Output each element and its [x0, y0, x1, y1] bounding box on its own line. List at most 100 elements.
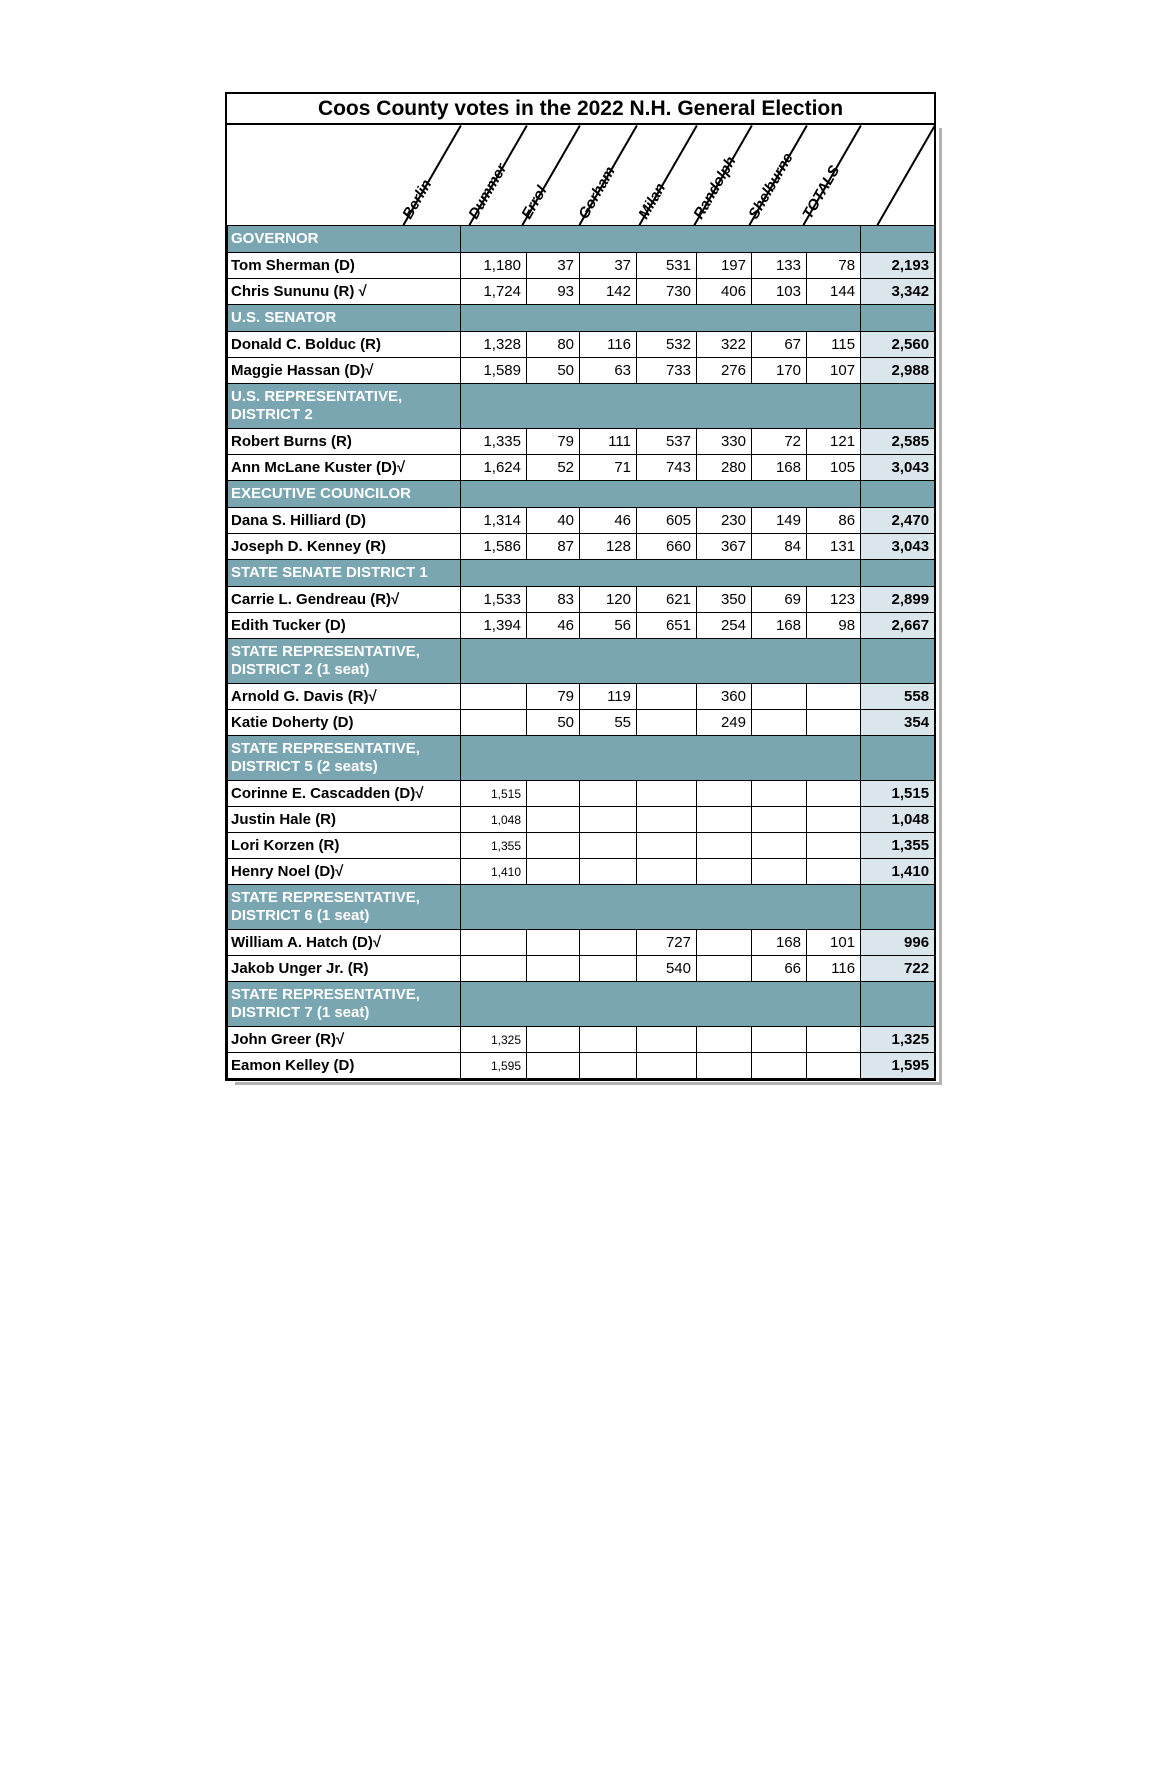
section-header-label: STATE SENATE DISTRICT 1: [227, 559, 461, 587]
vote-cell-dummer: [526, 1026, 580, 1053]
vote-cell-berlin: 1,595: [460, 1052, 527, 1079]
vote-cell-randolph: 72: [751, 428, 807, 455]
section-header-totals-filler: [860, 638, 936, 684]
vote-cell-gorham: 727: [636, 929, 697, 956]
vote-cell-berlin: 1,586: [460, 533, 527, 560]
section-header-row: U.S. REPRESENTATIVE, DISTRICT 2: [227, 383, 936, 429]
column-header-randolph: Randolph: [690, 153, 740, 222]
vote-cell-berlin: 1,394: [460, 612, 527, 639]
column-header-totals: TOTALS: [799, 162, 844, 222]
vote-cell-errol: [579, 858, 637, 885]
vote-cell-dummer: 80: [526, 331, 580, 358]
section-header-label: STATE REPRESENTATIVE, DISTRICT 6 (1 seat…: [227, 884, 461, 930]
total-cell: 2,193: [860, 252, 936, 279]
vote-cell-berlin: [460, 683, 527, 710]
vote-cell-shelburne: 107: [805, 357, 862, 384]
total-cell: 1,355: [860, 832, 936, 859]
section-header-filler: [459, 480, 862, 508]
vote-cell-shelburne: [805, 1052, 862, 1079]
candidate-name-cell: Tom Sherman (D): [227, 252, 461, 279]
table-row: William A. Hatch (D)√ 727 168 101 996: [227, 929, 936, 956]
candidate-name-cell: William A. Hatch (D)√: [227, 929, 461, 956]
vote-cell-dummer: 50: [526, 709, 580, 736]
vote-cell-shelburne: [805, 806, 862, 833]
vote-cell-gorham: 537: [636, 428, 697, 455]
vote-cell-randolph: 84: [751, 533, 807, 560]
vote-cell-berlin: 1,724: [460, 278, 527, 305]
candidate-name-cell: Ann McLane Kuster (D)√: [227, 454, 461, 481]
total-cell: 996: [860, 929, 936, 956]
column-header-gorham: Gorham: [575, 163, 619, 222]
vote-cell-shelburne: 121: [805, 428, 862, 455]
table-row: Joseph D. Kenney (R) 1,586 87 128 660 367 84 13…: [227, 533, 936, 560]
total-cell: 2,585: [860, 428, 936, 455]
vote-cell-shelburne: [805, 832, 862, 859]
vote-cell-gorham: 660: [636, 533, 697, 560]
vote-cell-dummer: [526, 929, 580, 956]
candidate-name-cell: Justin Hale (R): [227, 806, 461, 833]
total-cell: 2,899: [860, 586, 936, 613]
candidate-name-cell: Carrie L. Gendreau (R)√: [227, 586, 461, 613]
vote-cell-errol: [579, 929, 637, 956]
vote-cell-berlin: 1,335: [460, 428, 527, 455]
section-header-totals-filler: [860, 304, 936, 332]
vote-cell-shelburne: [805, 780, 862, 807]
vote-cell-dummer: 52: [526, 454, 580, 481]
section-header-label: U.S. REPRESENTATIVE, DISTRICT 2: [227, 383, 461, 429]
section-header-filler: [459, 735, 862, 781]
vote-cell-shelburne: 131: [805, 533, 862, 560]
vote-cell-gorham: 605: [636, 507, 697, 534]
total-cell: 2,470: [860, 507, 936, 534]
vote-cell-dummer: [526, 806, 580, 833]
vote-cell-errol: 142: [579, 278, 637, 305]
vote-cell-errol: 116: [579, 331, 637, 358]
vote-cell-shelburne: [805, 858, 862, 885]
header-diagonal: [876, 125, 936, 226]
vote-cell-berlin: 1,314: [460, 507, 527, 534]
vote-cell-randolph: [751, 1052, 807, 1079]
vote-cell-randolph: [751, 780, 807, 807]
vote-cell-dummer: 93: [526, 278, 580, 305]
table-row: Robert Burns (R) 1,335 79 111 537 330 72 121 2,5…: [227, 428, 936, 455]
vote-cell-berlin: 1,048: [460, 806, 527, 833]
section-header-label: U.S. SENATOR: [227, 304, 461, 332]
total-cell: 3,043: [860, 454, 936, 481]
table-row: Justin Hale (R) 1,048 1,048: [227, 806, 936, 833]
vote-cell-berlin: 1,180: [460, 252, 527, 279]
vote-cell-berlin: [460, 955, 527, 982]
vote-cell-errol: [579, 806, 637, 833]
vote-cell-shelburne: 144: [805, 278, 862, 305]
section-header-totals-filler: [860, 735, 936, 781]
column-header-dummer: Dummer: [465, 160, 511, 222]
vote-cell-milan: [696, 929, 752, 956]
vote-cell-gorham: [636, 683, 697, 710]
vote-cell-berlin: 1,515: [460, 780, 527, 807]
vote-cell-milan: 350: [696, 586, 752, 613]
vote-cell-berlin: [460, 929, 527, 956]
vote-cell-milan: 280: [696, 454, 752, 481]
vote-cell-errol: 37: [579, 252, 637, 279]
section-header-row: STATE REPRESENTATIVE, DISTRICT 5 (2 seat…: [227, 735, 936, 781]
vote-cell-randolph: 168: [751, 612, 807, 639]
table-row: Henry Noel (D)√ 1,410 1,410: [227, 858, 936, 885]
candidate-name-cell: John Greer (R)√: [227, 1026, 461, 1053]
results-grid: GOVERNOR Tom Sherman (D) 1,180 37 37 531 197 13…: [227, 225, 936, 1079]
vote-cell-randolph: 133: [751, 252, 807, 279]
section-header-totals-filler: [860, 981, 936, 1027]
vote-cell-milan: [696, 858, 752, 885]
vote-cell-errol: 111: [579, 428, 637, 455]
vote-cell-shelburne: 105: [805, 454, 862, 481]
vote-cell-dummer: 50: [526, 357, 580, 384]
vote-cell-shelburne: 116: [805, 955, 862, 982]
vote-cell-errol: [579, 1026, 637, 1053]
vote-cell-gorham: [636, 1026, 697, 1053]
vote-cell-shelburne: 78: [805, 252, 862, 279]
table-row: Chris Sununu (R) √ 1,724 93 142 730 406 103 144…: [227, 278, 936, 305]
vote-cell-berlin: [460, 709, 527, 736]
section-header-row: STATE REPRESENTATIVE, DISTRICT 6 (1 seat…: [227, 884, 936, 930]
vote-cell-gorham: 540: [636, 955, 697, 982]
vote-cell-errol: 55: [579, 709, 637, 736]
section-header-label: STATE REPRESENTATIVE, DISTRICT 2 (1 seat…: [227, 638, 461, 684]
vote-cell-shelburne: 123: [805, 586, 862, 613]
